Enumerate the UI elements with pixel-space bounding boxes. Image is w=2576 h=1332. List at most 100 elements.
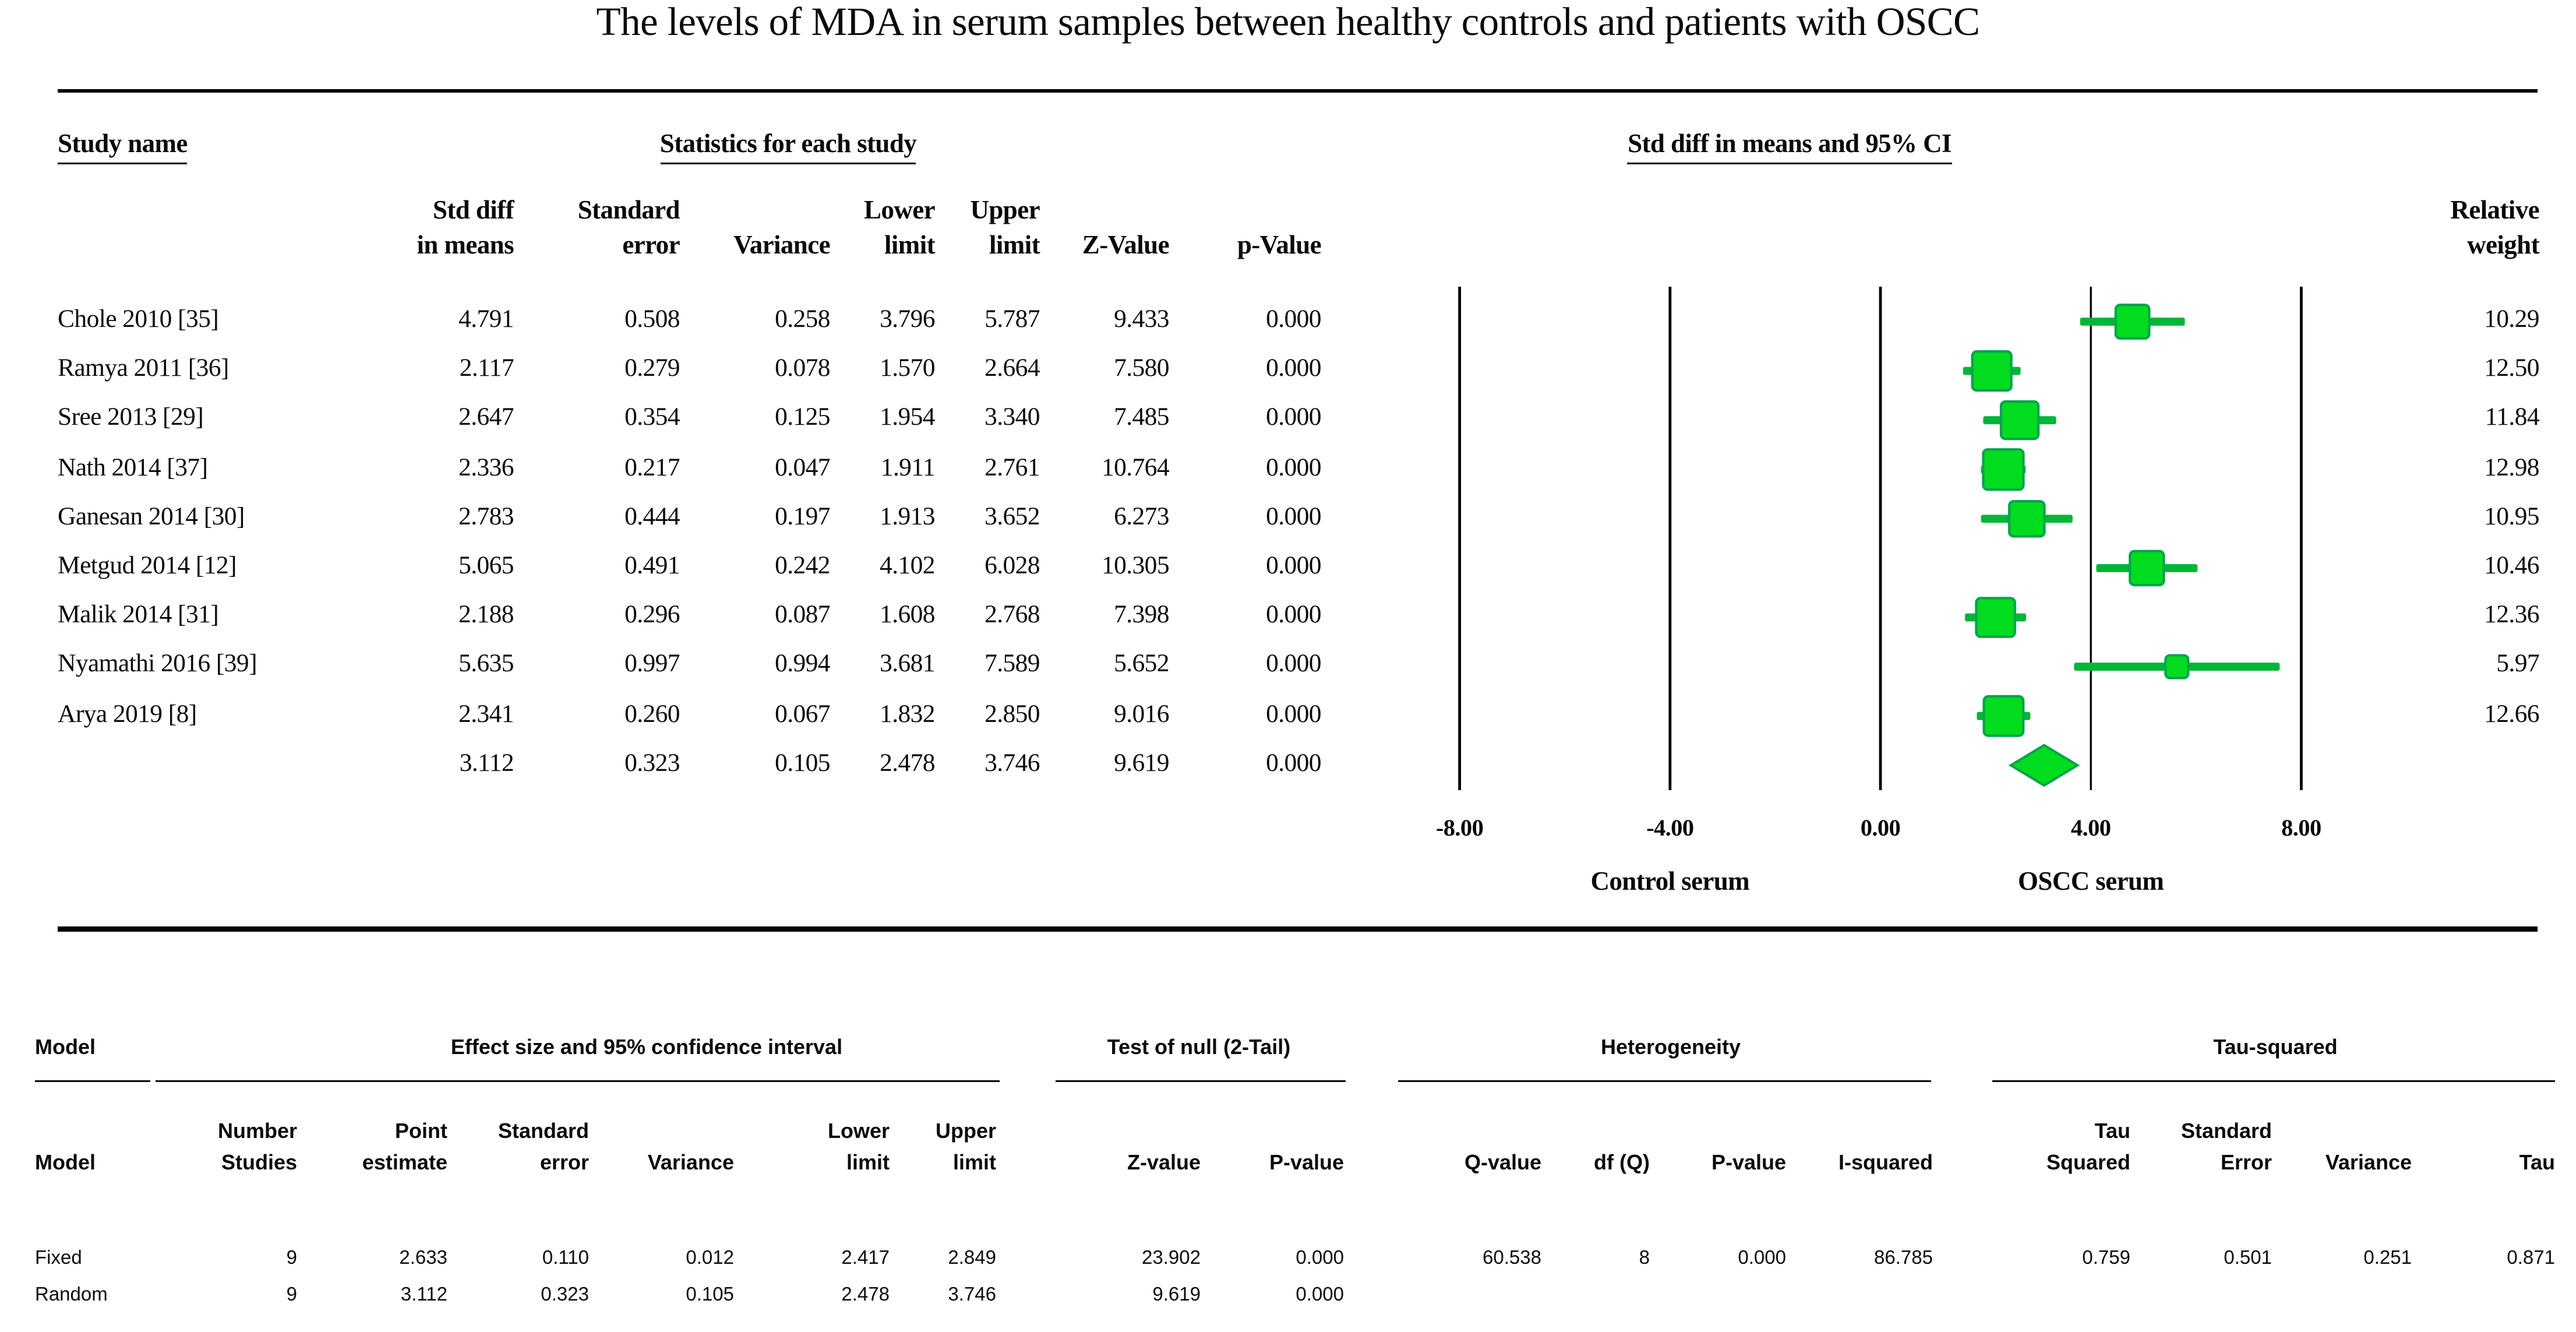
summary-diamond <box>2011 745 2078 785</box>
model-cell: 23.902 <box>1035 1248 1201 1269</box>
stat-cell: 0.260 <box>523 700 680 730</box>
stat-cell: 0.000 <box>1164 602 1321 632</box>
model-cell: 9 <box>131 1248 297 1269</box>
study-name: Chole 2010 [35] <box>58 306 218 336</box>
study-name-header: Study name <box>58 131 188 161</box>
stat-cell: 10.764 <box>1012 454 1169 484</box>
stat-cell: 5.635 <box>357 651 514 681</box>
col-header-line2: error <box>523 232 680 262</box>
axis-tick-label: 4.00 <box>2030 815 2152 843</box>
stat-cell: 0.354 <box>523 404 680 434</box>
model-cell: 0.000 <box>1178 1248 1344 1269</box>
group-underline <box>1992 1080 2555 1083</box>
group-underline <box>156 1080 1000 1083</box>
effect-square <box>1976 598 2014 636</box>
group-underline <box>1398 1080 1931 1083</box>
stat-cell: 10.305 <box>1012 552 1169 582</box>
model-col-header-line1: Number <box>131 1119 297 1143</box>
stat-cell: 0.296 <box>523 602 680 632</box>
stat-cell: 6.273 <box>1012 503 1169 533</box>
model-cell: 0.871 <box>2389 1248 2555 1269</box>
col-header-line2: p-Value <box>1164 232 1321 262</box>
title-divider <box>58 89 2538 92</box>
model-group-header: Model <box>35 1035 96 1059</box>
weight-cell: 10.95 <box>2382 503 2539 533</box>
weight-cell: 11.84 <box>2382 404 2539 434</box>
model-col-header-line2: limit <box>830 1150 996 1175</box>
model-col-header-line2: I-squared <box>1767 1150 1933 1175</box>
col-header-line1: Upper <box>883 198 1040 227</box>
axis-tick-label: 8.00 <box>2240 815 2362 843</box>
forest-plot-svg <box>1398 273 2342 818</box>
stat-cell: 0.444 <box>523 503 680 533</box>
axis-label-right: OSCC serum <box>1951 869 2231 898</box>
effect-square <box>1972 351 2012 390</box>
stat-cell: 0.000 <box>1164 503 1321 533</box>
tau-squared-group-header: Tau-squared <box>1908 1035 2576 1059</box>
model-col-header-line1: Standard <box>423 1119 589 1143</box>
study-name: Ganesan 2014 [30] <box>58 503 245 533</box>
figure-title: The levels of MDA in serum samples betwe… <box>0 0 2576 45</box>
model-cell: 86.785 <box>1767 1248 1933 1269</box>
stat-cell: 4.791 <box>357 306 514 336</box>
model-cell: 3.746 <box>830 1285 996 1306</box>
weight-cell: 5.97 <box>2382 651 2539 681</box>
model-row-label: Random <box>35 1285 108 1306</box>
stat-cell: 0.000 <box>1164 454 1321 484</box>
model-cell: 0.105 <box>568 1285 734 1306</box>
effect-square <box>2009 501 2044 536</box>
model-row-label: Fixed <box>35 1248 82 1269</box>
model-sub-header: Model <box>35 1150 96 1175</box>
effect-square <box>2165 656 2188 678</box>
col-header-line2: in means <box>357 232 514 262</box>
model-col-header-line1: Standard <box>2106 1119 2272 1143</box>
summary-stat-cell: 9.619 <box>1012 749 1169 779</box>
model-col-header-line1: Upper <box>830 1119 996 1143</box>
stat-cell: 0.000 <box>1164 355 1321 385</box>
summary-stat-cell: 3.112 <box>357 749 514 779</box>
stat-cell: 2.117 <box>357 355 514 385</box>
study-name: Ramya 2011 [36] <box>58 355 229 385</box>
axis-tick-label: -8.00 <box>1399 815 1521 843</box>
weight-cell: 10.46 <box>2382 552 2539 582</box>
stat-cell: 0.000 <box>1164 651 1321 681</box>
model-col-header-line2: Studies <box>131 1150 297 1175</box>
stat-cell: 0.217 <box>523 454 680 484</box>
study-name: Nyamathi 2016 [39] <box>58 651 257 681</box>
stat-cell: 9.016 <box>1012 700 1169 730</box>
model-cell: 0.251 <box>2246 1248 2412 1269</box>
stat-cell: 0.000 <box>1164 306 1321 336</box>
stat-cell: 0.000 <box>1164 700 1321 730</box>
weight-cell: 10.29 <box>2382 306 2539 336</box>
stat-cell: 7.580 <box>1012 355 1169 385</box>
stat-cell: 0.491 <box>523 552 680 582</box>
stat-cell: 0.000 <box>1164 404 1321 434</box>
model-cell: 0.000 <box>1178 1285 1344 1306</box>
effect-square <box>2116 305 2149 338</box>
model-cell: 0.012 <box>568 1248 734 1269</box>
model-col-header-line2: P-value <box>1178 1150 1344 1175</box>
model-col-header-line2: Tau <box>2389 1150 2555 1175</box>
statistics-group-header: Statistics for each study <box>526 131 1050 161</box>
study-name: Metgud 2014 [12] <box>58 552 237 582</box>
section-divider <box>58 926 2538 931</box>
study-name: Arya 2019 [8] <box>58 700 197 730</box>
col-header-line1: Standard <box>523 198 680 227</box>
effect-square <box>1984 696 2024 736</box>
forest-plot-figure: The levels of MDA in serum samples betwe… <box>0 0 2576 1332</box>
stat-cell: 2.188 <box>357 602 514 632</box>
axis-tick-label: 0.00 <box>1819 815 1942 843</box>
group-underline <box>1056 1080 1346 1083</box>
stat-cell: 2.336 <box>357 454 514 484</box>
effect-square <box>2130 551 2164 585</box>
stat-cell: 5.652 <box>1012 651 1169 681</box>
effect-square <box>2001 401 2038 439</box>
relative-weight-header-line1: Relative <box>2382 198 2539 227</box>
ci-group-header: Std diff in means and 95% CI <box>1527 131 2052 161</box>
study-name: Sree 2013 [29] <box>58 404 203 434</box>
model-cell: 9.619 <box>1035 1285 1201 1306</box>
summary-stat-cell: 0.000 <box>1164 749 1321 779</box>
stat-cell: 2.341 <box>357 700 514 730</box>
weight-cell: 12.98 <box>2382 454 2539 484</box>
stat-cell: 0.000 <box>1164 552 1321 582</box>
